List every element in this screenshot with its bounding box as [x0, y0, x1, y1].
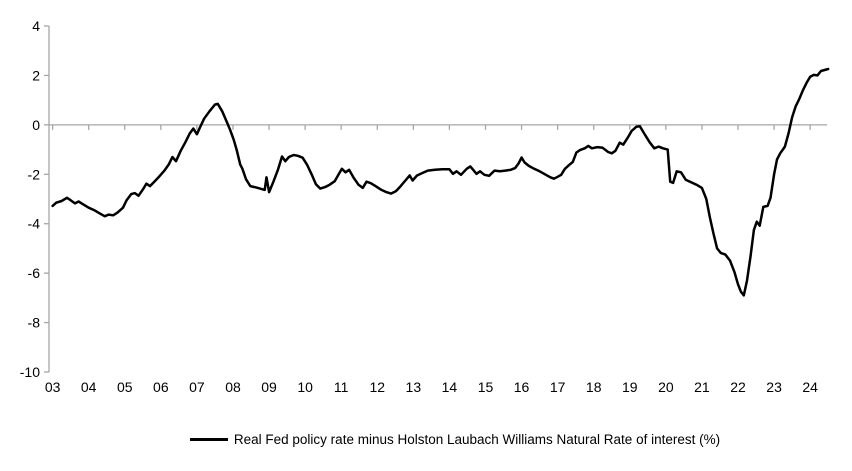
x-tick-label: 13	[406, 379, 422, 395]
x-tick-label: 04	[81, 379, 97, 395]
x-tick-label: 21	[694, 379, 710, 395]
x-tick-label: 03	[45, 379, 61, 395]
y-tick-label: 0	[32, 117, 40, 133]
x-tick-label: 12	[369, 379, 385, 395]
x-tick-label: 10	[297, 379, 313, 395]
y-tick-label: -4	[28, 216, 41, 232]
x-tick-label: 16	[514, 379, 530, 395]
x-tick-label: 24	[802, 379, 818, 395]
x-tick-label: 09	[261, 379, 277, 395]
x-tick-label: 15	[478, 379, 494, 395]
x-tick-label: 06	[153, 379, 169, 395]
y-tick-label: 2	[32, 67, 40, 83]
legend-label: Real Fed policy rate minus Holston Lauba…	[233, 432, 721, 447]
data-line	[51, 67, 830, 297]
y-tick-label: -2	[28, 166, 41, 182]
x-tick-label: 14	[442, 379, 458, 395]
legend-line-sample	[189, 438, 228, 441]
x-tick-label: 18	[586, 379, 602, 395]
y-tick-label: -6	[28, 265, 41, 281]
y-tick-label: 4	[32, 18, 40, 34]
x-tick-label: 22	[730, 379, 746, 395]
x-tick-label: 17	[550, 379, 566, 395]
y-tick-label: -8	[28, 315, 41, 331]
x-tick-label: 07	[189, 379, 205, 395]
x-tick-label: 20	[658, 379, 674, 395]
x-tick-label: 11	[334, 379, 349, 395]
line-chart: 03 04 05 06 07 08 09 10 11 12 13 14 15 16 17 18 19 20 21 22…	[20, 18, 830, 395]
x-tick-label: 19	[622, 379, 638, 395]
x-tick-label: 23	[766, 379, 782, 395]
y-tick-label: -10	[20, 364, 40, 380]
chart-legend: Real Fed policy rate minus Holston Lauba…	[0, 432, 852, 447]
x-tick-label: 08	[225, 379, 241, 395]
x-tick-label: 05	[117, 379, 133, 395]
